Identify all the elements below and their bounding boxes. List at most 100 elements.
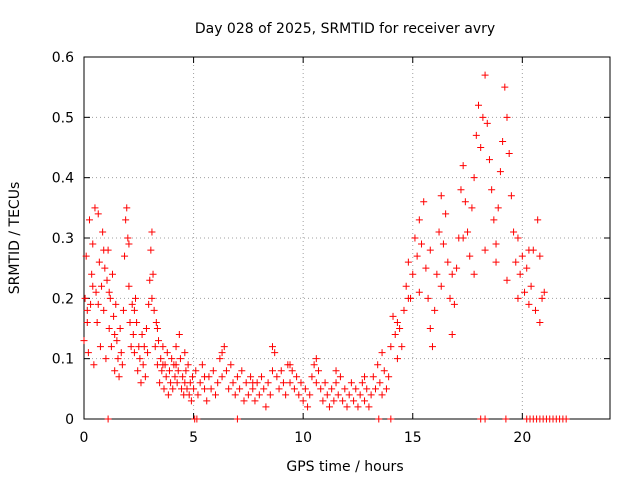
- data-point: [84, 349, 92, 357]
- data-point: [155, 337, 163, 345]
- data-point: [317, 385, 325, 393]
- data-point: [459, 162, 467, 170]
- data-point: [461, 198, 469, 206]
- data-point: [249, 385, 257, 393]
- data-point: [477, 144, 485, 151]
- chart-title: Day 028 of 2025, SRMTID for receiver avr…: [195, 21, 495, 37]
- data-point: [387, 343, 395, 351]
- data-point: [176, 355, 184, 363]
- data-point: [378, 391, 386, 399]
- data-point: [251, 397, 259, 405]
- data-point: [332, 367, 340, 375]
- data-point: [437, 192, 445, 200]
- data-point: [411, 234, 419, 242]
- data-point: [433, 270, 441, 278]
- x-tick-label: 5: [189, 430, 198, 446]
- data-point: [389, 312, 397, 320]
- data-point: [459, 234, 467, 242]
- data-point: [273, 373, 281, 381]
- data-point: [531, 306, 539, 314]
- data-point: [525, 300, 533, 308]
- data-point: [483, 119, 491, 127]
- data-point: [198, 361, 206, 369]
- data-point: [89, 282, 97, 290]
- data-point: [118, 361, 126, 369]
- data-point: [113, 337, 121, 345]
- data-point: [247, 373, 255, 381]
- data-point: [391, 331, 399, 339]
- data-point: [220, 343, 228, 351]
- data-point: [165, 367, 173, 375]
- y-tick-label: 0.4: [52, 171, 74, 187]
- data-point: [258, 373, 266, 381]
- data-point: [371, 385, 379, 393]
- data-point: [130, 349, 138, 357]
- data-point: [255, 391, 263, 399]
- data-point: [426, 325, 434, 332]
- data-point: [308, 373, 316, 381]
- data-point: [507, 192, 515, 200]
- data-point: [488, 186, 496, 194]
- data-point: [536, 318, 544, 326]
- data-point: [431, 306, 439, 314]
- data-point: [448, 331, 456, 339]
- data-point: [442, 210, 450, 218]
- data-point: [404, 294, 412, 302]
- data-point: [99, 228, 107, 236]
- data-point: [426, 246, 434, 254]
- data-point: [444, 258, 452, 266]
- data-point: [240, 397, 248, 405]
- data-point: [182, 367, 190, 375]
- data-point: [150, 306, 158, 314]
- data-point: [481, 415, 489, 423]
- data-point: [490, 216, 498, 224]
- data-point: [80, 337, 88, 345]
- data-point: [343, 403, 351, 411]
- data-point: [238, 367, 246, 375]
- data-point: [229, 379, 237, 387]
- data-point: [100, 306, 108, 314]
- data-point: [288, 367, 296, 375]
- series-zero-level-marks: [104, 415, 570, 423]
- data-point: [562, 415, 570, 423]
- data-point: [339, 397, 347, 405]
- series-srmtid: [80, 71, 548, 411]
- data-point: [169, 385, 177, 393]
- data-point: [227, 361, 235, 369]
- data-point: [361, 397, 369, 405]
- y-tick-label: 0: [65, 412, 74, 428]
- data-point: [90, 361, 98, 369]
- data-point: [310, 361, 318, 369]
- data-point: [514, 294, 522, 302]
- data-point: [315, 367, 323, 375]
- data-point: [212, 391, 219, 399]
- data-point: [345, 391, 353, 399]
- data-point: [512, 258, 520, 266]
- data-point: [96, 343, 104, 351]
- data-point: [382, 385, 390, 393]
- data-point: [167, 379, 175, 387]
- data-point: [492, 258, 500, 266]
- data-point: [503, 276, 511, 284]
- data-point: [356, 391, 364, 399]
- data-point: [83, 318, 91, 326]
- data-point: [187, 397, 195, 405]
- data-point: [492, 240, 500, 248]
- data-point: [428, 343, 436, 351]
- data-point: [268, 343, 276, 351]
- data-point: [404, 258, 412, 266]
- data-point: [117, 349, 125, 357]
- data-point: [521, 288, 529, 296]
- data-point: [116, 325, 124, 332]
- data-point: [158, 367, 166, 375]
- data-point: [183, 385, 191, 393]
- data-point: [369, 373, 377, 381]
- data-point: [119, 306, 127, 314]
- data-point: [448, 270, 456, 278]
- data-point: [502, 415, 510, 423]
- x-tick-label: 15: [404, 430, 422, 446]
- data-point: [420, 198, 428, 206]
- data-point: [82, 252, 90, 260]
- data-point: [95, 258, 103, 266]
- data-point: [378, 349, 386, 357]
